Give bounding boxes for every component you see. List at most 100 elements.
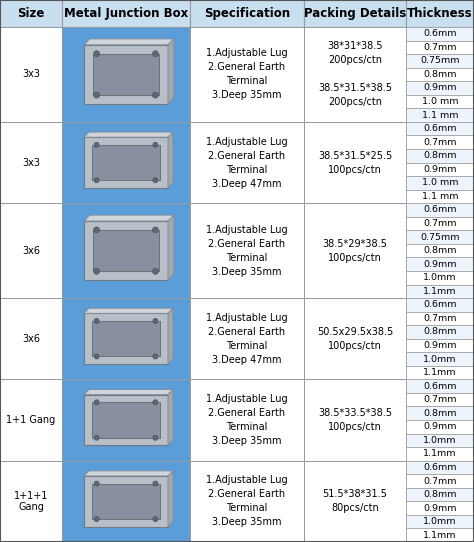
Text: 38.5*31.5*25.5
100pcs/ctn: 38.5*31.5*25.5 100pcs/ctn bbox=[318, 151, 392, 175]
Bar bbox=[406, 488, 474, 501]
Bar bbox=[62, 379, 190, 461]
Text: Size: Size bbox=[18, 7, 45, 20]
Circle shape bbox=[153, 517, 158, 521]
Text: 1.0mm: 1.0mm bbox=[423, 517, 457, 526]
Text: 3x3: 3x3 bbox=[22, 69, 40, 80]
Text: 0.8mm: 0.8mm bbox=[423, 327, 457, 337]
Circle shape bbox=[94, 481, 99, 486]
Bar bbox=[84, 221, 168, 280]
Bar bbox=[190, 27, 304, 122]
Bar bbox=[406, 447, 474, 461]
Text: Specification: Specification bbox=[204, 7, 290, 20]
Text: 1.Adjustable Lug
2.General Earth
Terminal
3.Deep 47mm: 1.Adjustable Lug 2.General Earth Termina… bbox=[206, 137, 288, 189]
Polygon shape bbox=[168, 390, 173, 446]
Bar bbox=[406, 217, 474, 230]
Text: 0.9mm: 0.9mm bbox=[423, 422, 457, 431]
Text: 0.9mm: 0.9mm bbox=[423, 341, 457, 350]
Bar bbox=[91, 483, 160, 519]
Text: 0.7mm: 0.7mm bbox=[423, 219, 457, 228]
Bar bbox=[406, 149, 474, 163]
Bar bbox=[304, 379, 406, 461]
Polygon shape bbox=[84, 390, 173, 395]
Text: 0.6mm: 0.6mm bbox=[423, 29, 457, 38]
Bar bbox=[62, 298, 190, 379]
Bar bbox=[406, 163, 474, 176]
Bar bbox=[62, 0, 190, 27]
Bar bbox=[406, 298, 474, 312]
Text: 3x6: 3x6 bbox=[22, 334, 40, 344]
Text: 38.5*29*38.5
100pcs/ctn: 38.5*29*38.5 100pcs/ctn bbox=[323, 238, 387, 263]
Text: 1+1+1
Gang: 1+1+1 Gang bbox=[14, 491, 48, 512]
Circle shape bbox=[153, 51, 158, 57]
Text: 1.0mm: 1.0mm bbox=[423, 354, 457, 364]
Bar bbox=[190, 461, 304, 542]
Bar bbox=[304, 298, 406, 379]
Bar bbox=[406, 41, 474, 54]
Bar bbox=[406, 95, 474, 108]
Text: 0.6mm: 0.6mm bbox=[423, 382, 457, 391]
Text: Metal Junction Box: Metal Junction Box bbox=[64, 7, 188, 20]
Circle shape bbox=[153, 354, 158, 359]
Circle shape bbox=[153, 142, 158, 147]
Text: 1.1mm: 1.1mm bbox=[423, 449, 457, 459]
Text: 0.8mm: 0.8mm bbox=[423, 490, 457, 499]
Bar bbox=[0, 0, 62, 27]
Polygon shape bbox=[168, 39, 174, 104]
Bar bbox=[406, 528, 474, 542]
Text: 1.1mm: 1.1mm bbox=[423, 368, 457, 377]
Bar bbox=[406, 515, 474, 528]
Text: 0.6mm: 0.6mm bbox=[423, 124, 457, 133]
Text: 1.1mm: 1.1mm bbox=[423, 531, 457, 540]
Text: 1+1 Gang: 1+1 Gang bbox=[6, 415, 55, 425]
Bar bbox=[0, 122, 62, 203]
Text: 1.1 mm: 1.1 mm bbox=[422, 111, 458, 120]
Circle shape bbox=[153, 400, 158, 405]
Bar bbox=[406, 244, 474, 257]
Bar bbox=[406, 122, 474, 136]
Circle shape bbox=[153, 268, 158, 274]
Text: 1.Adjustable Lug
2.General Earth
Terminal
3.Deep 47mm: 1.Adjustable Lug 2.General Earth Termina… bbox=[206, 313, 288, 365]
Bar bbox=[406, 406, 474, 420]
Bar bbox=[304, 27, 406, 122]
Text: 0.8mm: 0.8mm bbox=[423, 151, 457, 160]
Bar bbox=[406, 434, 474, 447]
Bar bbox=[406, 325, 474, 339]
Circle shape bbox=[153, 318, 158, 324]
Bar bbox=[406, 81, 474, 95]
Text: 0.9mm: 0.9mm bbox=[423, 165, 457, 174]
Text: 0.6mm: 0.6mm bbox=[423, 205, 457, 215]
Bar bbox=[0, 203, 62, 298]
Bar bbox=[406, 190, 474, 203]
Text: 38.5*33.5*38.5
100pcs/ctn: 38.5*33.5*38.5 100pcs/ctn bbox=[318, 408, 392, 432]
Text: 0.9mm: 0.9mm bbox=[423, 504, 457, 513]
Bar bbox=[406, 339, 474, 352]
Text: 3x6: 3x6 bbox=[22, 246, 40, 256]
Text: 0.7mm: 0.7mm bbox=[423, 138, 457, 147]
Bar bbox=[406, 312, 474, 325]
Bar bbox=[304, 203, 406, 298]
Bar bbox=[406, 501, 474, 515]
Text: 1.0 mm: 1.0 mm bbox=[422, 178, 458, 188]
Text: Thickness: Thickness bbox=[407, 7, 473, 20]
Circle shape bbox=[153, 92, 158, 98]
Bar bbox=[406, 393, 474, 406]
Bar bbox=[190, 0, 304, 27]
Bar bbox=[190, 203, 304, 298]
Bar bbox=[406, 27, 474, 41]
Text: 38*31*38.5
200pcs/ctn

38.5*31.5*38.5
200pcs/ctn: 38*31*38.5 200pcs/ctn 38.5*31.5*38.5 200… bbox=[318, 41, 392, 107]
Text: 50.5x29.5x38.5
100pcs/ctn: 50.5x29.5x38.5 100pcs/ctn bbox=[317, 327, 393, 351]
Bar bbox=[406, 379, 474, 393]
Text: 1.1mm: 1.1mm bbox=[423, 287, 457, 296]
Text: 1.0mm: 1.0mm bbox=[423, 436, 457, 445]
Bar bbox=[84, 137, 168, 188]
Bar bbox=[84, 45, 168, 104]
Bar bbox=[93, 230, 159, 272]
Polygon shape bbox=[84, 132, 173, 137]
Bar bbox=[406, 230, 474, 244]
Bar bbox=[304, 0, 406, 27]
Bar bbox=[406, 352, 474, 366]
Bar bbox=[406, 474, 474, 488]
Polygon shape bbox=[84, 215, 174, 221]
Polygon shape bbox=[84, 308, 173, 313]
Circle shape bbox=[94, 178, 99, 183]
